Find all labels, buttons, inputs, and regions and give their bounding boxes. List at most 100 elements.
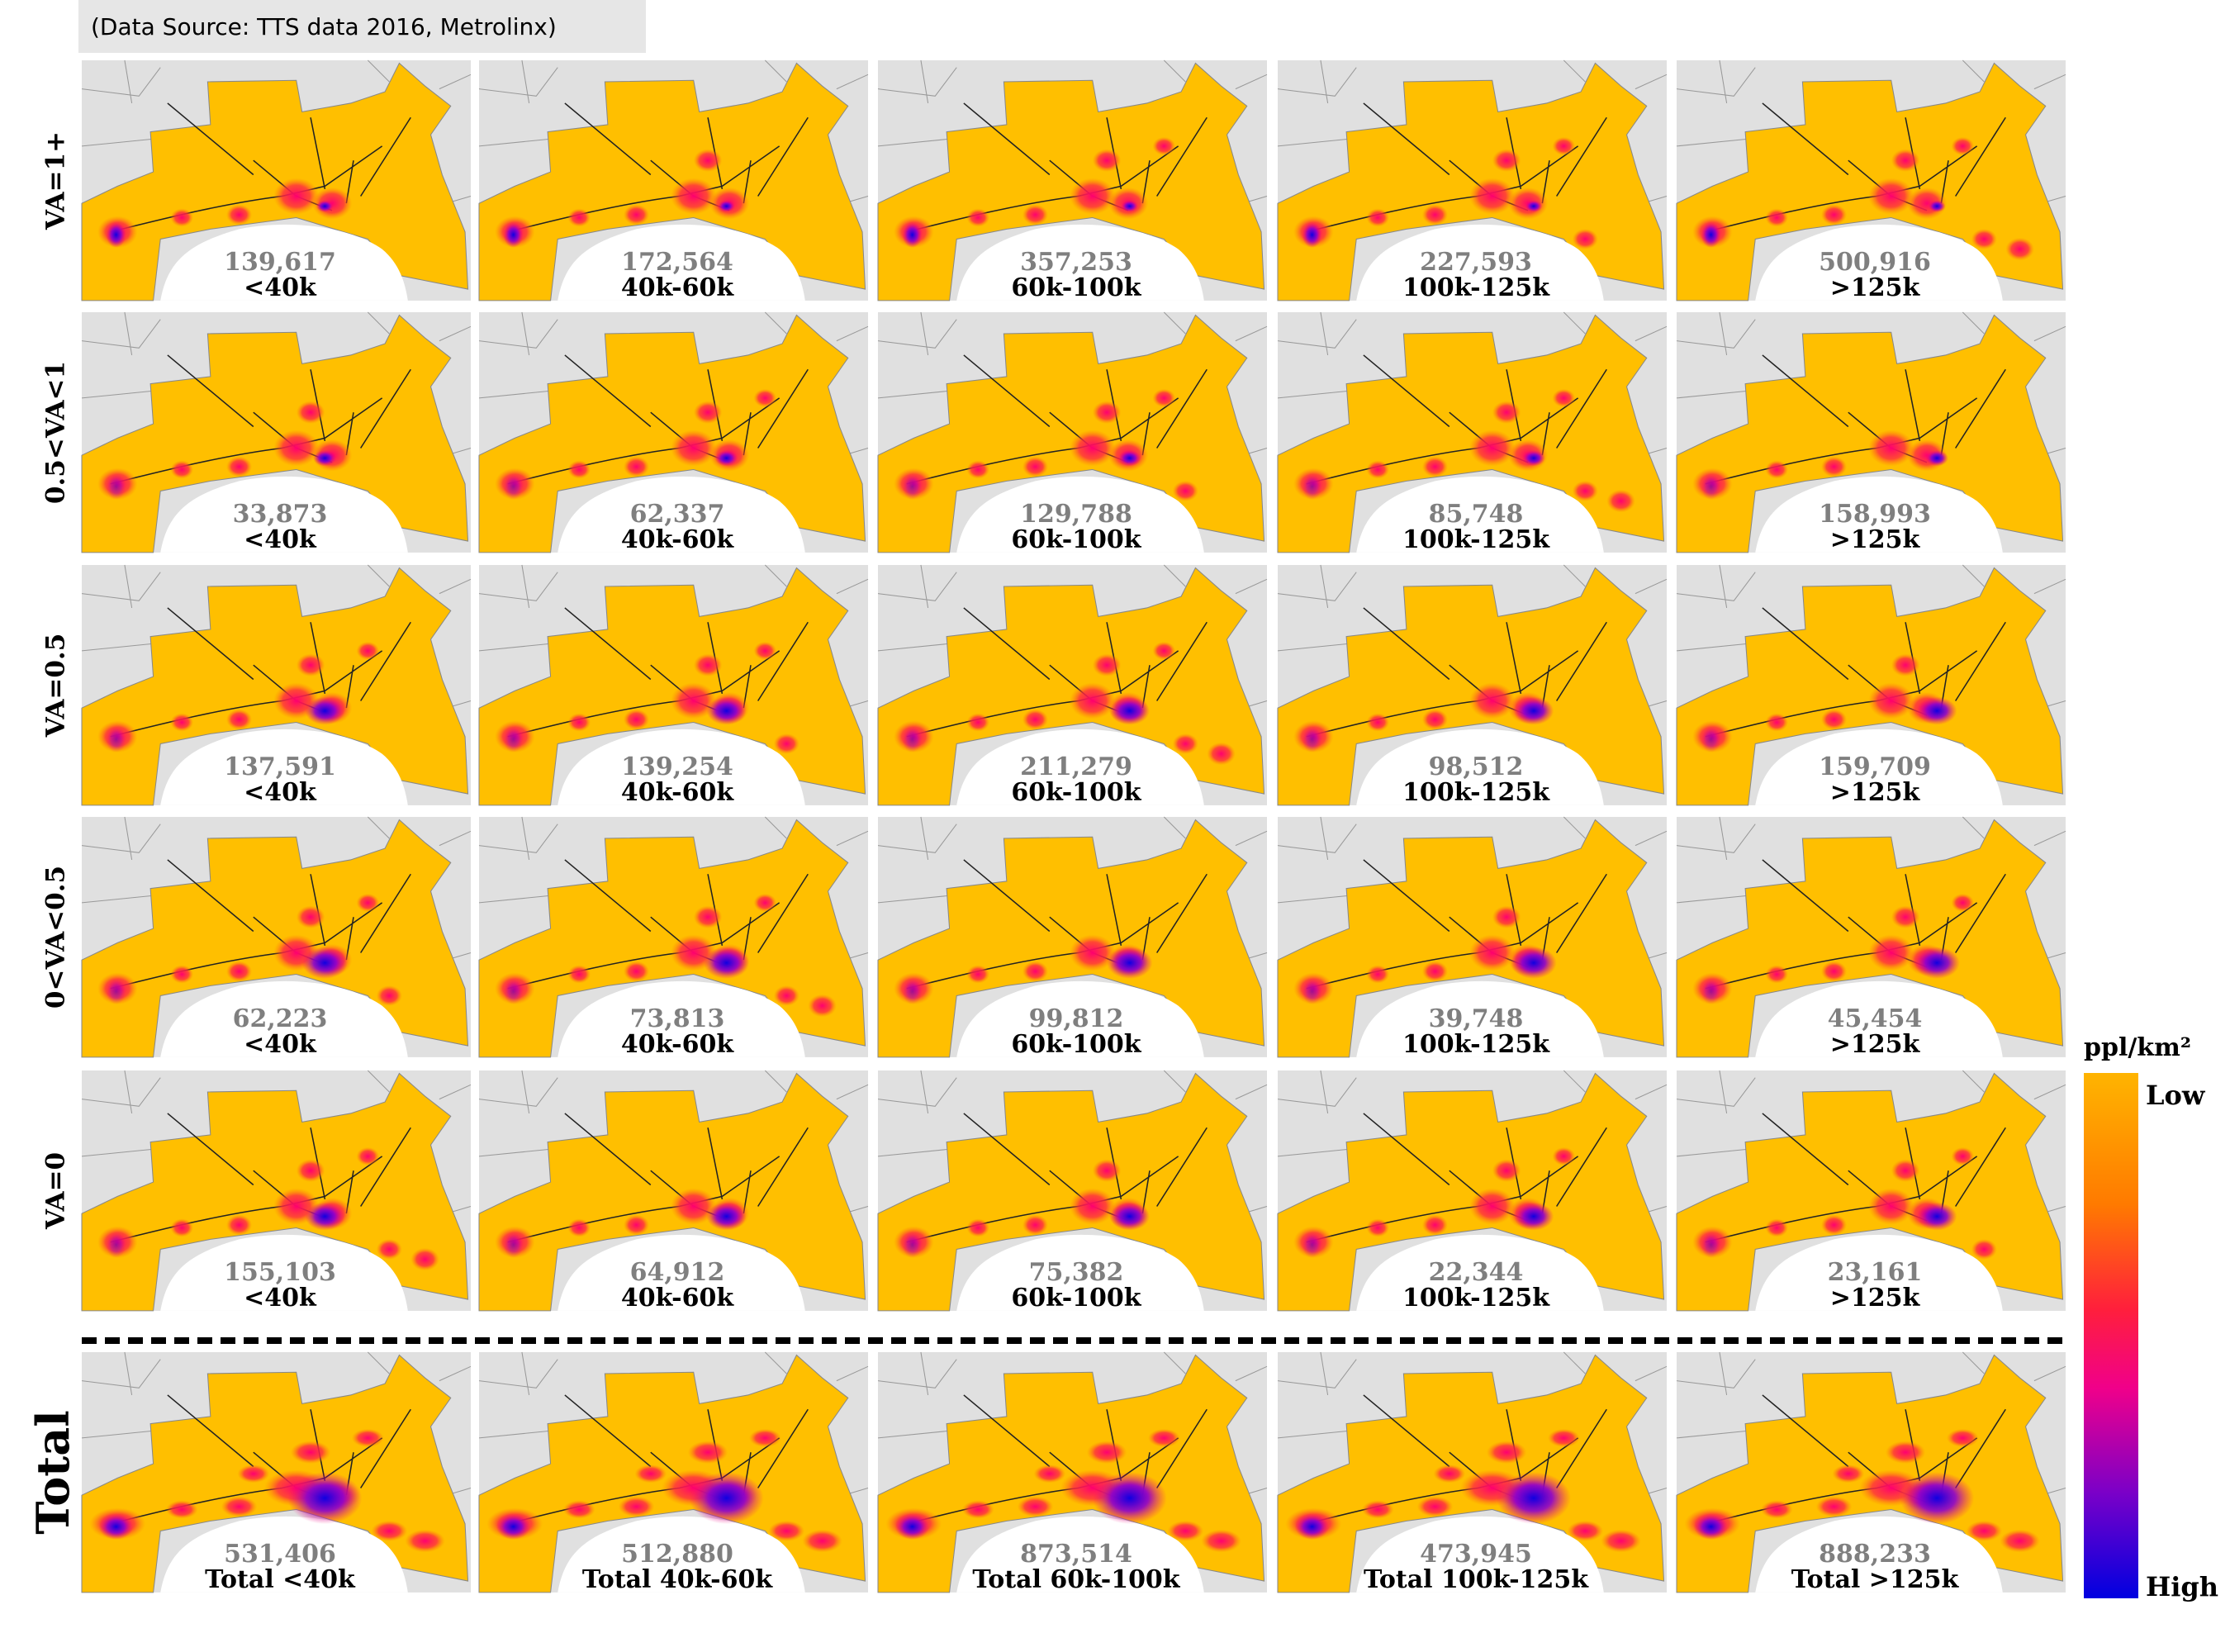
density-hotspot xyxy=(567,1218,591,1237)
density-hotspot xyxy=(221,1496,258,1517)
density-hotspot xyxy=(376,985,402,1006)
density-hotspot xyxy=(567,208,591,227)
density-hotspot xyxy=(1366,713,1390,732)
density-core xyxy=(706,1202,747,1231)
row-label: Total xyxy=(26,1410,79,1534)
density-hotspot xyxy=(351,1428,384,1447)
cell-value: 155,103 xyxy=(224,1258,336,1287)
density-core xyxy=(714,449,738,467)
cell-group: Total >125k xyxy=(1791,1565,1960,1594)
density-hotspot xyxy=(1469,1188,1516,1225)
density-core xyxy=(902,1232,923,1258)
density-hotspot xyxy=(768,1520,805,1541)
cell-value: 45,454 xyxy=(1828,1004,1923,1033)
density-core xyxy=(106,726,126,752)
cell-value: 73,813 xyxy=(630,1004,725,1033)
density-hotspot xyxy=(671,682,717,719)
density-hotspot xyxy=(1891,653,1920,677)
density-core xyxy=(1117,449,1141,467)
density-core xyxy=(1302,978,1322,1004)
cell-group: <40k xyxy=(244,525,317,554)
density-core xyxy=(1302,221,1322,248)
row-label: VA=0 xyxy=(41,1152,71,1230)
density-hotspot xyxy=(1092,653,1122,677)
cell-group: 60k-100k xyxy=(1011,1284,1141,1313)
density-hotspot xyxy=(1022,961,1049,982)
cell-group: Total <40k xyxy=(205,1565,356,1594)
cell-value: 62,337 xyxy=(630,500,725,529)
density-hotspot xyxy=(1815,1496,1853,1517)
density-core xyxy=(503,978,524,1004)
density-hotspot xyxy=(1421,709,1449,730)
density-hotspot xyxy=(1885,1441,1926,1464)
map xyxy=(81,1351,472,1593)
density-hotspot xyxy=(296,1159,325,1183)
density-core xyxy=(1109,1202,1151,1231)
map xyxy=(81,816,472,1058)
density-hotspot xyxy=(1469,178,1516,215)
density-hotspot xyxy=(1486,1441,1527,1464)
density-core xyxy=(106,221,126,248)
density-hotspot xyxy=(1765,713,1789,732)
density-hotspot xyxy=(567,460,591,479)
density-hotspot xyxy=(623,204,650,225)
cell-group: <40k xyxy=(244,778,317,807)
cell-group: Total 100k-125k xyxy=(1364,1565,1589,1594)
density-core xyxy=(894,1513,930,1540)
density-hotspot xyxy=(1421,204,1449,225)
density-hotspot xyxy=(296,653,325,677)
row-label: VA=0.5 xyxy=(41,634,71,738)
density-hotspot xyxy=(1421,961,1449,982)
density-core xyxy=(1511,947,1557,980)
density-hotspot xyxy=(1172,733,1198,754)
cell-group: Total 60k-100k xyxy=(972,1565,1180,1594)
cell-group: 60k-100k xyxy=(1011,525,1141,554)
density-hotspot xyxy=(693,653,723,677)
density-hotspot xyxy=(405,1529,445,1553)
map xyxy=(1277,564,1668,806)
cell-value: 22,344 xyxy=(1429,1258,1524,1287)
map xyxy=(81,564,472,806)
density-hotspot xyxy=(1868,1188,1914,1225)
density-hotspot xyxy=(634,1464,667,1483)
density-hotspot xyxy=(687,1441,728,1464)
density-hotspot xyxy=(1765,460,1789,479)
density-core xyxy=(287,1472,363,1525)
cell-group: 40k-60k xyxy=(621,1284,735,1313)
density-hotspot xyxy=(1147,1428,1180,1447)
density-hotspot xyxy=(1070,1188,1116,1225)
map xyxy=(1277,1070,1668,1312)
density-hotspot xyxy=(1152,136,1176,155)
density-hotspot xyxy=(1552,388,1576,407)
map-panel: 155,103<40k xyxy=(81,1070,472,1313)
density-hotspot xyxy=(1070,178,1116,215)
map xyxy=(1676,816,2066,1058)
density-hotspot xyxy=(1022,456,1049,477)
density-core xyxy=(1109,696,1151,725)
density-hotspot xyxy=(1366,965,1390,984)
density-core xyxy=(1522,449,1545,467)
density-hotspot xyxy=(1891,1159,1920,1183)
density-hotspot xyxy=(1552,136,1576,155)
density-hotspot xyxy=(1469,430,1516,467)
density-hotspot xyxy=(1971,1238,1997,1260)
map xyxy=(1277,311,1668,553)
cell-value: 139,254 xyxy=(621,752,733,781)
row-label: 0.5<VA<1 xyxy=(41,361,71,504)
density-hotspot xyxy=(1092,401,1122,425)
density-core xyxy=(1302,1232,1322,1258)
density-hotspot xyxy=(225,456,253,477)
density-hotspot xyxy=(1366,460,1390,479)
density-hotspot xyxy=(1017,1496,1054,1517)
density-hotspot xyxy=(1070,934,1116,971)
density-core xyxy=(902,473,923,500)
density-hotspot xyxy=(376,1238,402,1260)
density-core xyxy=(689,1472,764,1525)
density-hotspot xyxy=(2000,1529,2040,1553)
density-hotspot xyxy=(1971,228,1997,249)
density-hotspot xyxy=(1946,1428,1979,1447)
density-core xyxy=(1701,1232,1721,1258)
